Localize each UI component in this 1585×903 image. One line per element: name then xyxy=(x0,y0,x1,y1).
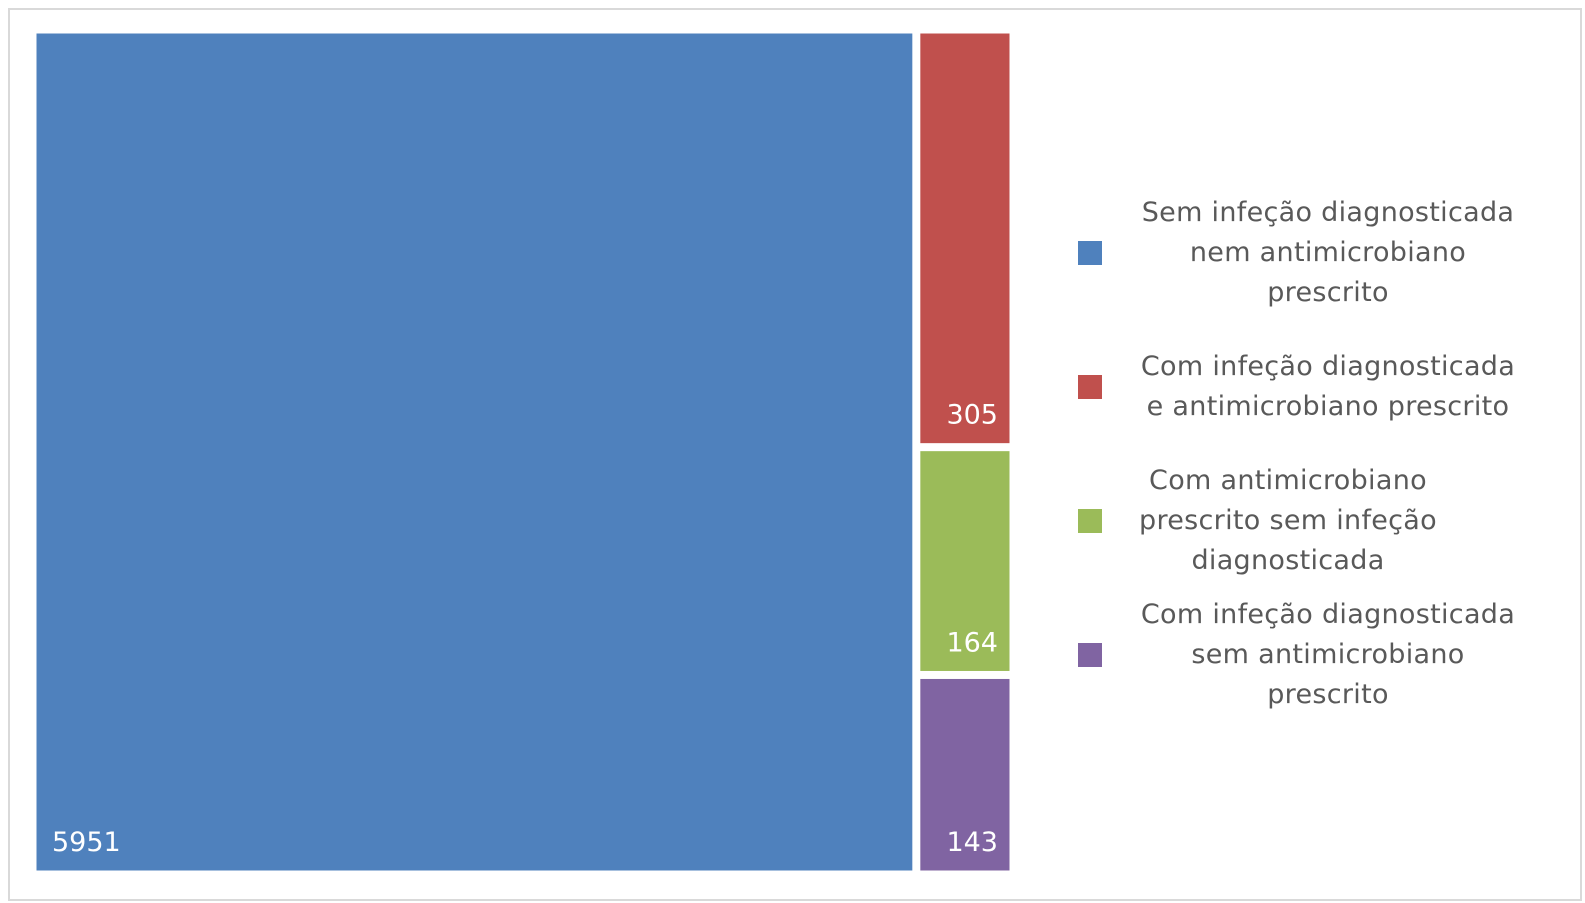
legend-text: Com infeção diagnosticada e antimicrobia… xyxy=(1128,347,1528,427)
treemap-tile-sem-infecao-diagnosticada-nem-antimicrobiano-prescrito xyxy=(35,32,914,872)
treemap-tile-label: 305 xyxy=(946,400,998,431)
legend-text: Sem infeção diagnosticada nem antimicrob… xyxy=(1128,193,1528,313)
treemap-tile-com-infecao-diagnosticada-sem-antimicrobiano-prescrito xyxy=(919,677,1011,872)
legend-item-infection-with-antimicrobial: Com infeção diagnosticada e antimicrobia… xyxy=(1070,347,1570,427)
legend-line: prescrito sem infeção xyxy=(1139,505,1437,536)
treemap-tile-label: 5951 xyxy=(52,827,121,858)
treemap-tile-label: 143 xyxy=(946,827,998,858)
legend-line: Sem infeção diagnosticada xyxy=(1141,197,1515,228)
legend-item-antimicrobial-no-infection: Com antimicrobiano prescrito sem infeção… xyxy=(1070,461,1570,581)
legend-text: Com infeção diagnosticada sem antimicrob… xyxy=(1128,595,1528,715)
legend-line: Com infeção diagnosticada xyxy=(1140,351,1516,382)
legend-line: diagnosticada xyxy=(1191,545,1385,576)
legend-swatch xyxy=(1078,375,1102,399)
legend-line: Com infeção diagnosticada xyxy=(1140,599,1516,630)
legend-swatch xyxy=(1078,241,1102,265)
treemap-tile-com-infecao-diagnosticada-e-antimicrobiano-prescrito xyxy=(919,32,1011,445)
legend-item-infection-no-antimicrobial: Com infeção diagnosticada sem antimicrob… xyxy=(1070,595,1570,715)
legend-line: sem antimicrobiano xyxy=(1191,639,1465,670)
legend-line: prescrito xyxy=(1267,277,1389,308)
legend-swatch xyxy=(1078,643,1102,667)
legend-line: e antimicrobiano prescrito xyxy=(1146,391,1510,422)
treemap-tile-com-antimicrobiano-prescrito-sem-infecao-diagnosticada xyxy=(919,450,1011,672)
legend-line: Com antimicrobiano xyxy=(1149,465,1427,496)
legend-line: nem antimicrobiano xyxy=(1189,237,1467,268)
legend-line: prescrito xyxy=(1267,679,1389,710)
treemap-tile-label: 164 xyxy=(946,627,998,658)
legend-item-no-infection-no-antimicrobial: Sem infeção diagnosticada nem antimicrob… xyxy=(1070,193,1570,313)
legend-text: Com antimicrobiano prescrito sem infeção… xyxy=(1128,461,1448,581)
legend-swatch xyxy=(1078,509,1102,533)
